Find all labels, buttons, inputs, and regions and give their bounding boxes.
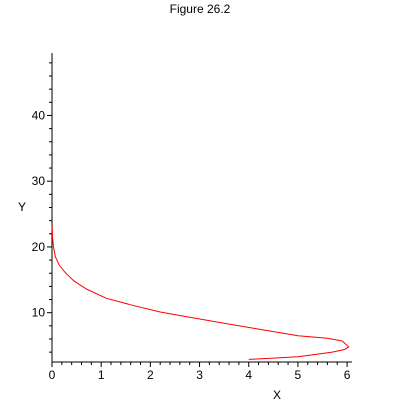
x-ticks: 0 1 2 3 4 5 6 — [49, 362, 351, 382]
y-ticks: 10 20 30 40 — [32, 62, 52, 353]
x-tick-label: 0 — [49, 368, 56, 382]
x-tick-label: 5 — [295, 368, 302, 382]
chart-title: Figure 26.2 — [169, 2, 231, 16]
x-tick-label: 1 — [98, 368, 105, 382]
x-axis-label: X — [273, 388, 281, 400]
y-tick-label: 30 — [32, 174, 46, 188]
y-tick-label: 20 — [32, 240, 46, 254]
x-tick-label: 6 — [344, 368, 351, 382]
y-axis-label: Y — [18, 200, 26, 214]
series-layer — [51, 225, 350, 360]
series-line — [51, 225, 350, 360]
y-tick-label: 10 — [32, 306, 46, 320]
y-tick-label: 40 — [32, 108, 46, 122]
x-tick-label: 3 — [196, 368, 203, 382]
x-tick-label: 4 — [245, 368, 252, 382]
x-tick-label: 2 — [147, 368, 154, 382]
axes — [51, 53, 352, 363]
